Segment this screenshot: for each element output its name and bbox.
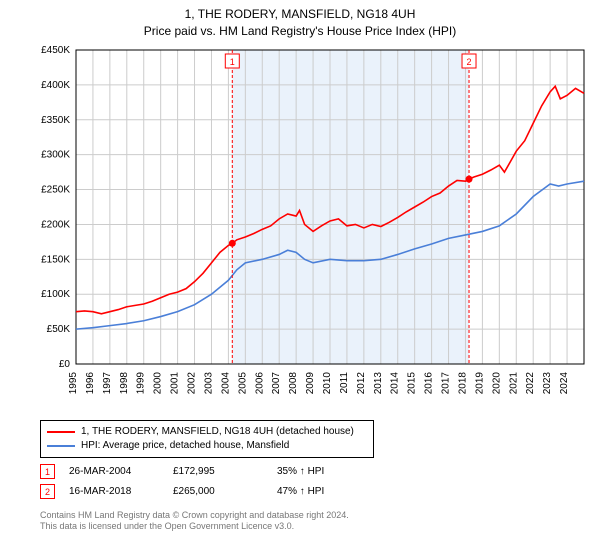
svg-text:2014: 2014 <box>390 371 401 394</box>
attribution-line-2: This data is licensed under the Open Gov… <box>40 521 600 533</box>
svg-text:2020: 2020 <box>491 371 502 394</box>
line-chart: £0 £50K £100K £150K £200K £250K £300K £350K £400… <box>30 44 590 414</box>
svg-text:£250K: £250K <box>41 184 70 195</box>
svg-text:£200K: £200K <box>41 219 70 230</box>
svg-text:2013: 2013 <box>373 371 384 394</box>
event-row-0: 1 26-MAR-2004 £172,995 35% ↑ HPI <box>40 462 600 482</box>
svg-text:2015: 2015 <box>407 371 418 394</box>
title-line-1: 1, THE RODERY, MANSFIELD, NG18 4UH <box>0 6 600 23</box>
event-marker-0: 1 <box>40 464 55 479</box>
svg-text:£300K: £300K <box>41 149 70 160</box>
svg-text:2: 2 <box>467 57 472 67</box>
svg-text:£0: £0 <box>59 359 71 370</box>
svg-text:2021: 2021 <box>508 371 519 394</box>
svg-text:1998: 1998 <box>119 371 130 394</box>
legend-swatch-1 <box>47 445 75 447</box>
attribution-line-1: Contains HM Land Registry data © Crown c… <box>40 510 600 522</box>
svg-text:2010: 2010 <box>322 371 333 394</box>
event-marker-1: 2 <box>40 484 55 499</box>
svg-text:£450K: £450K <box>41 45 70 56</box>
attribution: Contains HM Land Registry data © Crown c… <box>40 510 600 533</box>
svg-text:£100K: £100K <box>41 289 70 300</box>
svg-text:2022: 2022 <box>525 371 536 394</box>
svg-text:£150K: £150K <box>41 254 70 265</box>
svg-text:2004: 2004 <box>220 371 231 394</box>
svg-text:1995: 1995 <box>68 371 79 394</box>
svg-text:2024: 2024 <box>559 371 570 394</box>
legend-swatch-0 <box>47 431 75 433</box>
svg-text:2003: 2003 <box>203 371 214 394</box>
event-price-0: £172,995 <box>173 466 263 477</box>
title-line-2: Price paid vs. HM Land Registry's House … <box>0 23 600 40</box>
legend-item-0: 1, THE RODERY, MANSFIELD, NG18 4UH (deta… <box>47 425 367 439</box>
svg-text:2009: 2009 <box>305 371 316 394</box>
event-date-1: 16-MAR-2018 <box>69 486 159 497</box>
svg-text:2007: 2007 <box>271 371 282 394</box>
event-delta-1: 47% ↑ HPI <box>277 486 367 497</box>
svg-text:1996: 1996 <box>85 371 96 394</box>
event-table: 1 26-MAR-2004 £172,995 35% ↑ HPI 2 16-MA… <box>40 462 600 502</box>
event-price-1: £265,000 <box>173 486 263 497</box>
event-date-0: 26-MAR-2004 <box>69 466 159 477</box>
svg-text:2016: 2016 <box>424 371 435 394</box>
svg-text:2018: 2018 <box>457 371 468 394</box>
svg-text:2023: 2023 <box>542 371 553 394</box>
legend: 1, THE RODERY, MANSFIELD, NG18 4UH (deta… <box>40 420 374 458</box>
legend-label-1: HPI: Average price, detached house, Mans… <box>81 440 289 451</box>
chart-title: 1, THE RODERY, MANSFIELD, NG18 4UH Price… <box>0 0 600 40</box>
svg-text:2000: 2000 <box>153 371 164 394</box>
svg-text:2002: 2002 <box>187 371 198 394</box>
svg-text:2005: 2005 <box>237 371 248 394</box>
legend-item-1: HPI: Average price, detached house, Mans… <box>47 439 367 453</box>
svg-text:£50K: £50K <box>47 324 71 335</box>
svg-text:1999: 1999 <box>136 371 147 394</box>
event-row-1: 2 16-MAR-2018 £265,000 47% ↑ HPI <box>40 482 600 502</box>
svg-text:2012: 2012 <box>356 371 367 394</box>
event-delta-0: 35% ↑ HPI <box>277 466 367 477</box>
chart-area: £0 £50K £100K £150K £200K £250K £300K £350K £400… <box>30 44 590 414</box>
svg-text:2008: 2008 <box>288 371 299 394</box>
svg-text:2001: 2001 <box>170 371 181 394</box>
svg-text:2017: 2017 <box>441 371 452 394</box>
svg-text:1997: 1997 <box>102 371 113 394</box>
svg-text:£400K: £400K <box>41 79 70 90</box>
svg-text:2019: 2019 <box>474 371 485 394</box>
svg-text:2011: 2011 <box>339 371 350 393</box>
legend-label-0: 1, THE RODERY, MANSFIELD, NG18 4UH (deta… <box>81 426 354 437</box>
svg-text:£350K: £350K <box>41 114 70 125</box>
svg-text:2006: 2006 <box>254 371 265 394</box>
svg-text:1: 1 <box>230 57 235 67</box>
